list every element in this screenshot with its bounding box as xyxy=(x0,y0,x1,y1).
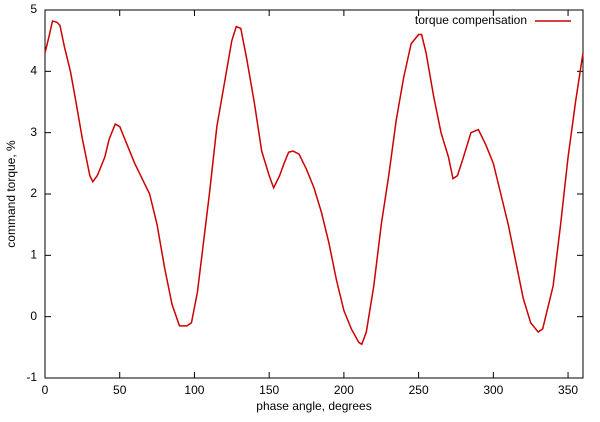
y-tick-label: 2 xyxy=(30,186,37,200)
y-tick-label: -1 xyxy=(26,370,37,384)
x-tick-label: 150 xyxy=(259,383,279,397)
x-tick-label: 250 xyxy=(409,383,429,397)
x-tick-label: 350 xyxy=(558,383,578,397)
data-line xyxy=(44,20,584,346)
y-axis-label: command torque, % xyxy=(4,140,18,248)
x-axis-label: phase angle, degrees xyxy=(256,399,371,413)
y-tick-label: 4 xyxy=(30,64,37,78)
legend-label: torque compensation xyxy=(415,13,527,27)
x-tick-label: 200 xyxy=(334,383,354,397)
plot-frame xyxy=(44,9,584,379)
x-tick-label: 100 xyxy=(184,383,204,397)
x-tick-label: 0 xyxy=(42,383,49,397)
x-tick-label: 50 xyxy=(113,383,127,397)
y-tick-label: 5 xyxy=(30,2,37,16)
y-tick-label: 1 xyxy=(30,248,37,262)
y-tick-label: 0 xyxy=(30,309,37,323)
x-tick-label: 300 xyxy=(483,383,503,397)
y-tick-label: 3 xyxy=(30,125,37,139)
